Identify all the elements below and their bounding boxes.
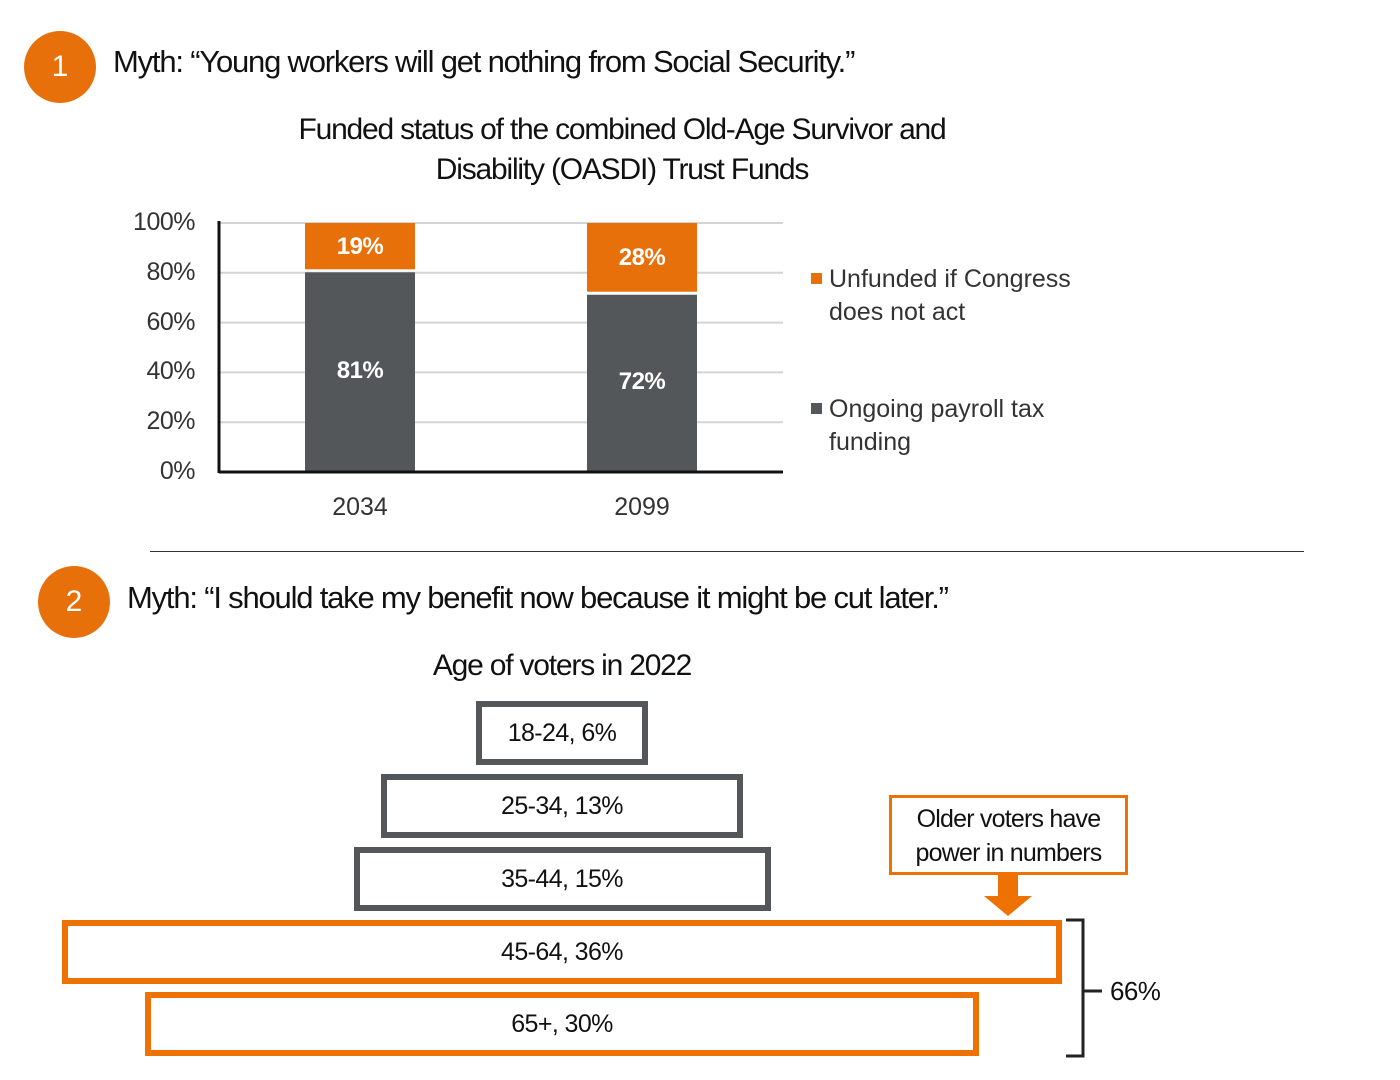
y-tick-label: 80% xyxy=(146,257,195,286)
section-divider xyxy=(150,551,1304,552)
legend-unfunded-line-1: Unfunded if Congress xyxy=(829,265,1071,293)
y-tick-label: 100% xyxy=(133,208,195,236)
legend-payroll-line-2: funding xyxy=(829,428,912,456)
pyramid-bar-45-64: 45-64, 36% xyxy=(61,920,1063,984)
bar-segment-2034-unfunded xyxy=(305,223,415,270)
bar-data-label: 72% xyxy=(618,368,666,396)
y-tick-label: 60% xyxy=(146,307,195,336)
chart-2-title: Age of voters in 2022 xyxy=(432,649,693,682)
bar-data-label: 28% xyxy=(618,243,666,271)
x-tick-label: 2099 xyxy=(614,493,670,521)
chart-1-title: Funded status of the combined Old-Age Su… xyxy=(222,110,1022,190)
y-tick-label: 40% xyxy=(146,357,195,386)
section-2-badge: 2 xyxy=(38,566,110,638)
bar-data-label: 19% xyxy=(336,232,384,260)
callout-box: Older voters have power in numbers xyxy=(889,795,1128,875)
bracket xyxy=(1066,918,1102,1058)
chart-1-title-line-2: Disability (OASDI) Trust Funds xyxy=(435,153,810,186)
callout-line-1: Older voters have xyxy=(916,805,1102,833)
y-tick-label: 20% xyxy=(146,407,195,436)
section-2-myth: Myth: “I should take my benefit now beca… xyxy=(127,580,949,615)
stacked-bar-chart xyxy=(217,221,783,474)
pyramid-bar-35-44: 35-44, 15% xyxy=(353,847,771,911)
section-1-badge: 1 xyxy=(24,31,96,103)
pyramid-bar-18-24: 18-24, 6% xyxy=(476,701,648,765)
legend-payroll-line-1: Ongoing payroll tax xyxy=(829,395,1045,423)
section-1-myth: Myth: “Young workers will get nothing fr… xyxy=(113,44,855,79)
bar-segment-2034-payroll xyxy=(305,272,415,472)
callout-line-2: power in numbers xyxy=(915,839,1103,867)
pyramid-bar-25-34: 25-34, 13% xyxy=(381,774,743,838)
bracket-label: 66% xyxy=(1110,976,1161,1006)
legend-swatch-payroll xyxy=(811,403,822,414)
pyramid-bar-65+: 65+, 30% xyxy=(145,992,979,1056)
chart-1-title-line-1: Funded status of the combined Old-Age Su… xyxy=(298,113,946,146)
legend-payroll: Ongoing payroll tax funding xyxy=(829,393,1044,459)
bar-segment-2099-unfunded xyxy=(587,223,697,292)
bar-segment-2099-payroll xyxy=(587,294,697,472)
legend-unfunded: Unfunded if Congress does not act xyxy=(829,263,1071,329)
x-tick-label: 2034 xyxy=(332,493,388,521)
legend-swatch-unfunded xyxy=(811,273,822,284)
callout-arrow-icon xyxy=(984,874,1032,916)
y-tick-label: 0% xyxy=(159,457,196,485)
legend-unfunded-line-2: does not act xyxy=(829,298,966,326)
bar-data-label: 81% xyxy=(336,357,384,385)
